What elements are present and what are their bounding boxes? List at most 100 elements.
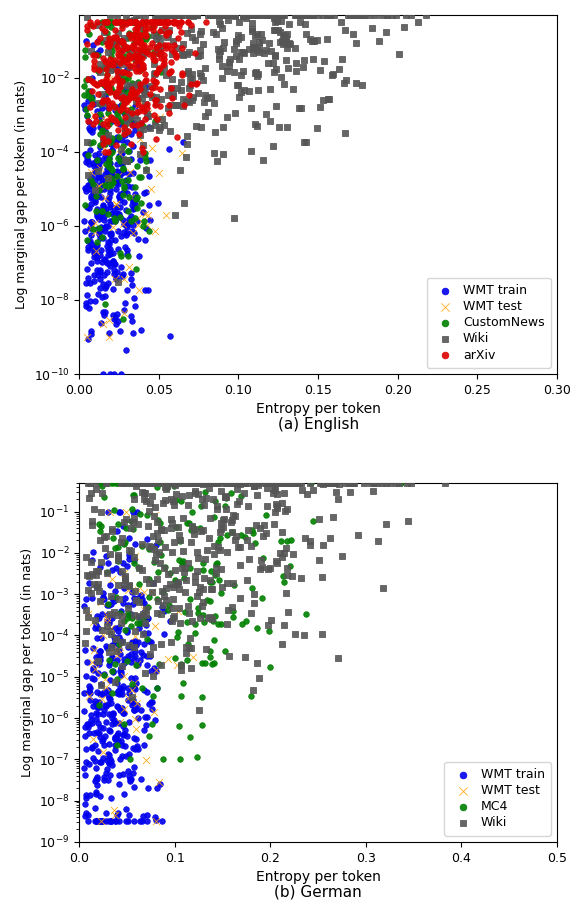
- Wiki: [190, 569, 199, 583]
- WMT train: [104, 157, 114, 172]
- Wiki: [107, 524, 116, 539]
- WMT train: [90, 273, 99, 288]
- WMT test: [119, 702, 128, 716]
- WMT train: [127, 152, 136, 167]
- arXiv: [98, 131, 108, 146]
- MC4: [212, 555, 222, 570]
- Wiki: [169, 475, 178, 490]
- CustomNews: [114, 104, 124, 118]
- Wiki: [169, 580, 178, 594]
- Wiki: [401, 7, 410, 22]
- Wiki: [243, 499, 252, 513]
- WMT train: [126, 641, 135, 655]
- Wiki: [151, 117, 160, 132]
- Wiki: [271, 496, 280, 511]
- Wiki: [404, 513, 413, 528]
- CustomNews: [94, 62, 104, 76]
- WMT train: [144, 781, 153, 795]
- Wiki: [90, 475, 100, 490]
- CustomNews: [103, 15, 112, 30]
- Wiki: [160, 522, 169, 537]
- WMT train: [96, 644, 105, 659]
- WMT train: [152, 664, 161, 679]
- Wiki: [280, 7, 289, 22]
- WMT train: [130, 703, 139, 717]
- CustomNews: [82, 107, 91, 122]
- MC4: [283, 475, 292, 490]
- CustomNews: [135, 63, 145, 77]
- Wiki: [181, 646, 190, 661]
- Wiki: [137, 485, 146, 500]
- Wiki: [87, 486, 96, 501]
- arXiv: [103, 15, 112, 30]
- WMT test: [173, 603, 183, 618]
- WMT train: [130, 679, 139, 693]
- Wiki: [89, 577, 98, 592]
- WMT train: [138, 647, 148, 662]
- Wiki: [121, 475, 130, 490]
- MC4: [261, 475, 271, 490]
- WMT train: [93, 189, 102, 204]
- Wiki: [163, 475, 173, 490]
- Wiki: [330, 475, 339, 490]
- Wiki: [90, 613, 100, 628]
- WMT train: [88, 38, 98, 53]
- Wiki: [220, 7, 229, 22]
- Wiki: [188, 30, 197, 45]
- WMT train: [116, 661, 125, 675]
- Wiki: [189, 475, 199, 490]
- MC4: [193, 601, 203, 615]
- arXiv: [137, 140, 146, 155]
- WMT train: [139, 186, 148, 200]
- arXiv: [83, 36, 92, 51]
- WMT train: [132, 658, 142, 672]
- Wiki: [135, 147, 144, 161]
- WMT train: [80, 223, 90, 238]
- WMT train: [81, 147, 90, 161]
- Wiki: [217, 59, 226, 74]
- arXiv: [132, 92, 141, 106]
- Wiki: [138, 91, 147, 106]
- MC4: [144, 590, 153, 604]
- Wiki: [337, 549, 346, 563]
- Wiki: [224, 649, 234, 663]
- WMT train: [115, 565, 125, 580]
- WMT train: [81, 181, 90, 196]
- WMT train: [100, 208, 109, 223]
- arXiv: [127, 90, 136, 105]
- Wiki: [206, 511, 215, 525]
- CustomNews: [105, 82, 115, 96]
- CustomNews: [118, 138, 127, 153]
- WMT train: [109, 594, 118, 609]
- Wiki: [118, 658, 127, 672]
- MC4: [111, 541, 120, 555]
- Wiki: [414, 15, 423, 29]
- WMT train: [94, 656, 104, 671]
- WMT train: [145, 197, 154, 212]
- WMT train: [93, 707, 103, 722]
- arXiv: [148, 15, 157, 30]
- arXiv: [113, 123, 122, 137]
- Wiki: [216, 7, 226, 22]
- CustomNews: [118, 312, 127, 327]
- Wiki: [185, 475, 194, 490]
- Wiki: [251, 7, 260, 22]
- WMT train: [111, 715, 120, 730]
- Wiki: [271, 475, 280, 490]
- MC4: [175, 752, 185, 766]
- Wiki: [104, 45, 113, 59]
- WMT train: [103, 243, 113, 258]
- arXiv: [161, 19, 170, 34]
- arXiv: [130, 22, 139, 36]
- WMT test: [128, 226, 138, 240]
- Wiki: [183, 555, 193, 570]
- Wiki: [101, 529, 110, 543]
- Wiki: [241, 11, 250, 25]
- WMT train: [140, 596, 149, 611]
- arXiv: [139, 40, 148, 55]
- Wiki: [280, 503, 289, 518]
- arXiv: [110, 73, 119, 87]
- Wiki: [159, 589, 169, 603]
- WMT test: [172, 658, 181, 672]
- CustomNews: [139, 118, 148, 133]
